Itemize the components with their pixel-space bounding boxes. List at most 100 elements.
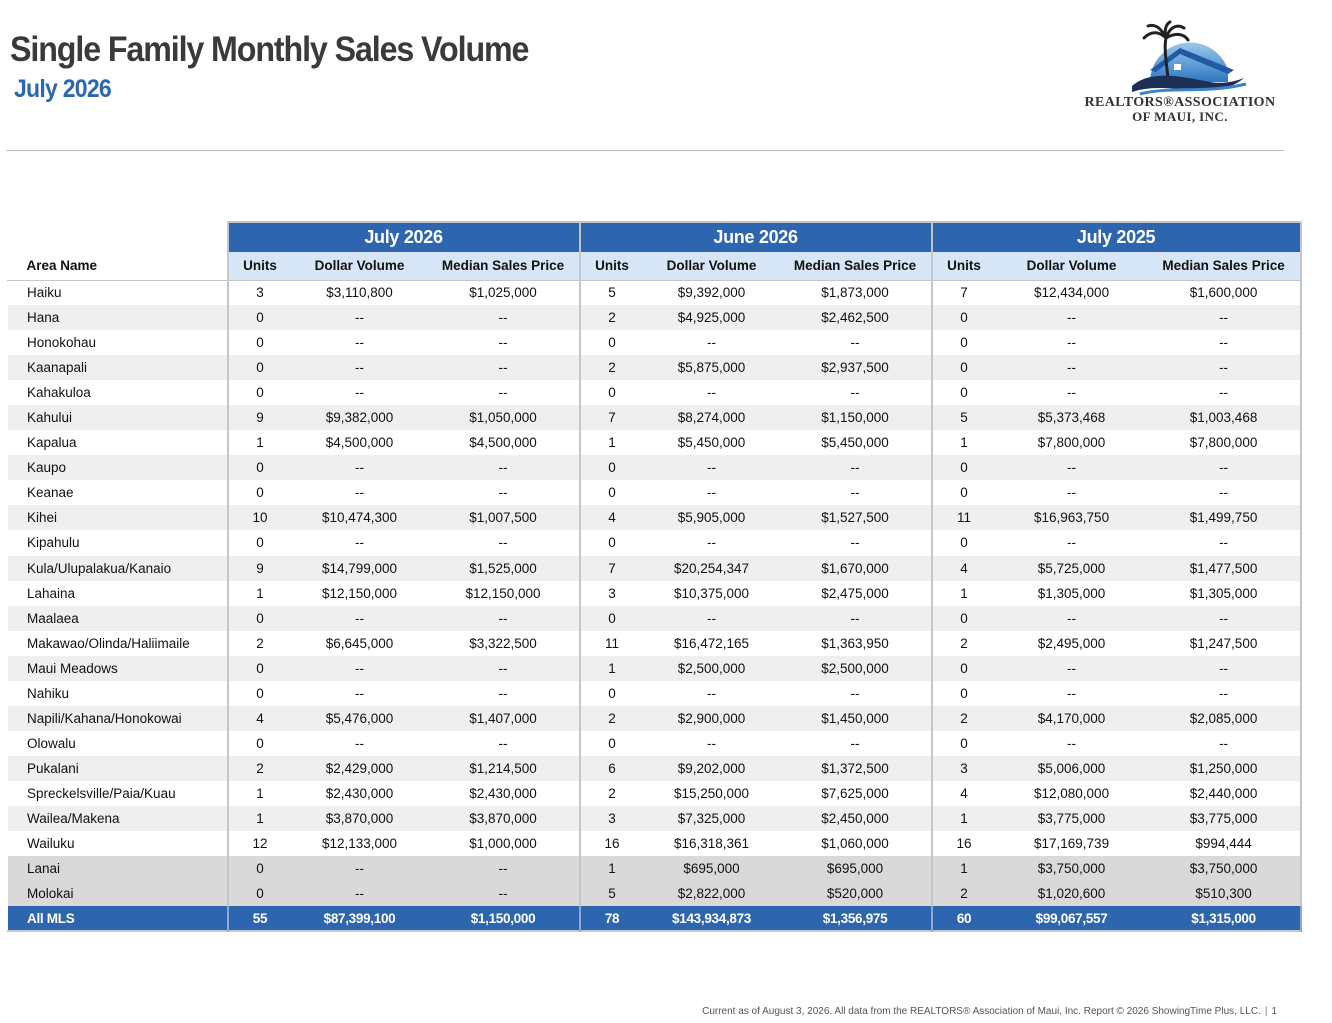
cell-median-price: $1,247,500 <box>1147 630 1302 656</box>
cell-median-price: $1,305,000 <box>1147 580 1302 606</box>
cell-units: 0 <box>930 680 996 706</box>
cell-dollar-volume: -- <box>355 485 364 501</box>
cell-median-price: $1,214,500 <box>427 755 581 781</box>
cell-dollar-volume: $5,450,000 <box>677 435 746 451</box>
cell-median-price: $4,500,000 <box>427 430 581 456</box>
page-title: Single Family Monthly Sales Volume <box>10 30 529 69</box>
cell-units: 0 <box>226 881 292 907</box>
column-header-area: Area Name <box>7 252 228 280</box>
cell-area-name: Hana <box>7 305 228 331</box>
cell-median-price: -- <box>779 380 933 406</box>
cell-units: 7 <box>578 555 644 581</box>
cell-units: 0 <box>226 655 292 681</box>
cell-median-price: -- <box>427 680 581 706</box>
cell-dollar-volume: -- <box>355 535 364 551</box>
cell-dollar-volume: $7,325,000 <box>643 805 780 832</box>
column-header-units: Units <box>226 252 292 280</box>
cell-units: 1 <box>930 805 996 832</box>
cell-median-price: $1,670,000 <box>779 555 933 581</box>
cell-dollar-volume: -- <box>291 305 428 331</box>
cell-area-name: Pukalani <box>7 755 228 781</box>
cell-units: 5 <box>578 881 644 907</box>
cell-units: 0 <box>226 380 292 406</box>
period-header: June 2026 <box>578 221 933 252</box>
cell-dollar-volume: $5,905,000 <box>643 505 780 531</box>
cell-area-name: All MLS <box>7 906 228 932</box>
table-row: Pukalani 2 $2,429,000 $1,214,500 6 $9,202,000… <box>7 755 1302 781</box>
cell-median-price: $1,050,000 <box>427 405 581 431</box>
cell-dollar-volume: -- <box>643 605 780 631</box>
cell-median-price: $1,060,000 <box>779 831 933 857</box>
cell-dollar-volume: $15,250,000 <box>673 785 750 801</box>
cell-median-price: $3,750,000 <box>1147 856 1302 882</box>
cell-median-price: $1,003,468 <box>1147 405 1302 431</box>
cell-units: 7 <box>578 405 644 431</box>
cell-dollar-volume: $5,373,468 <box>995 405 1148 431</box>
cell-units: 0 <box>226 330 292 356</box>
table-row: Maui Meadows 0 -- -- 1 $2,500,000 $2,500,000 0-… <box>7 655 1302 681</box>
cell-units: 2 <box>930 630 996 656</box>
cell-median-price: -- <box>427 305 581 331</box>
cell-units: 0 <box>226 480 292 506</box>
cell-dollar-volume: $3,870,000 <box>291 805 428 832</box>
cell-dollar-volume: -- <box>1067 685 1077 701</box>
cell-dollar-volume: -- <box>995 455 1148 481</box>
cell-units: 4 <box>578 505 644 531</box>
table-row: Nahiku 0 -- -- 0 -- -- 0 -- -- <box>8 680 1302 706</box>
cell-units: 12 <box>226 831 292 857</box>
cell-units: 0 <box>226 530 292 556</box>
cell-median-price: $2,937,500 <box>779 355 933 381</box>
cell-area-name: Napili/Kahana/Honokowai <box>7 705 228 731</box>
cell-units: 0 <box>578 605 644 631</box>
footer: Current as of August 3, 2026. All data f… <box>702 1006 1277 1017</box>
cell-area-name: Kahului <box>7 405 228 431</box>
cell-dollar-volume: -- <box>707 335 717 351</box>
cell-area-name: Maui Meadows <box>7 655 228 681</box>
column-header-dollar-volume: Dollar Volume <box>291 252 428 280</box>
cell-dollar-volume: -- <box>643 455 780 481</box>
cell-median-price: -- <box>779 330 933 356</box>
table-row: Wailuku 12 $12,133,000 $1,000,000 16 $16,318,… <box>8 831 1302 857</box>
cell-median-price: $3,322,500 <box>427 630 581 656</box>
cell-dollar-volume: -- <box>355 335 364 351</box>
cell-dollar-volume: $3,110,800 <box>291 279 428 306</box>
cell-median-price: -- <box>427 605 581 631</box>
cell-units: 0 <box>226 305 292 331</box>
cell-units: 4 <box>226 705 292 731</box>
cell-area-name: Kaupo <box>7 455 228 481</box>
cell-median-price: -- <box>1147 605 1302 631</box>
cell-dollar-volume: $1,305,000 <box>1037 585 1106 601</box>
cell-dollar-volume: $6,645,000 <box>325 635 394 651</box>
cell-dollar-volume: $10,375,000 <box>673 585 750 601</box>
cell-median-price: -- <box>779 480 933 506</box>
cell-area-name: Maalaea <box>7 605 228 631</box>
table-row: Kaupo 0 -- -- 0 -- -- 0 -- -- <box>7 455 1302 481</box>
cell-median-price: -- <box>427 530 581 556</box>
cell-median-price: $7,800,000 <box>1147 430 1302 456</box>
cell-dollar-volume: $12,434,000 <box>995 279 1148 306</box>
cell-dollar-volume: $4,170,000 <box>995 705 1148 731</box>
cell-units: 0 <box>226 680 292 706</box>
cell-dollar-volume: $2,430,000 <box>325 785 394 801</box>
cell-median-price: -- <box>1147 480 1302 506</box>
cell-dollar-volume: $4,500,000 <box>325 435 394 451</box>
cell-median-price: $1,150,000 <box>779 405 933 431</box>
cell-units: 0 <box>578 530 644 556</box>
cell-units: 0 <box>930 655 996 681</box>
table-row: Honokohau 0 -- -- 0 -- -- 0 -- -- <box>8 330 1302 356</box>
cell-median-price: $2,475,000 <box>779 580 933 606</box>
cell-median-price: $520,000 <box>779 881 933 907</box>
cell-dollar-volume: $12,150,000 <box>321 585 398 601</box>
logo-text-line1: REALTORS®ASSOCIATION <box>1084 95 1276 110</box>
cell-dollar-volume: $3,775,000 <box>995 805 1148 832</box>
cell-dollar-volume: $16,963,750 <box>995 505 1148 531</box>
cell-median-price: $1,525,000 <box>427 555 581 581</box>
cell-dollar-volume: -- <box>1067 335 1077 351</box>
cell-median-price: -- <box>1147 455 1302 481</box>
cell-median-price: $1,407,000 <box>427 705 581 731</box>
table-row: Kapalua 1 $4,500,000 $4,500,000 1 $5,450,000 $… <box>8 430 1302 456</box>
table-row: Kula/Ulupalakua/Kanaio 9 $14,799,000 $1,525… <box>7 555 1302 581</box>
cell-median-price: -- <box>1147 655 1302 681</box>
cell-units: 4 <box>930 555 996 581</box>
cell-median-price: $3,775,000 <box>1147 805 1302 832</box>
